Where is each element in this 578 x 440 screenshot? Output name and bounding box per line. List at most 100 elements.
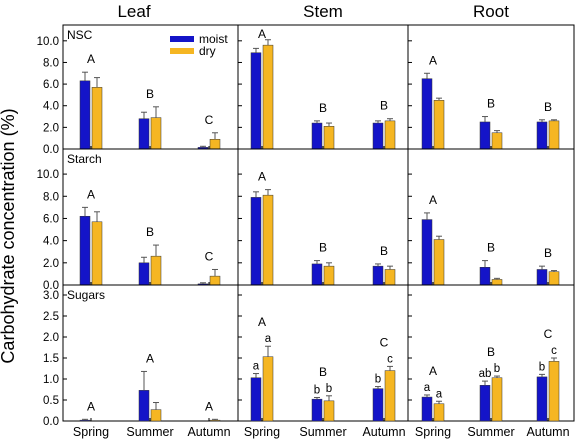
bar-stem-sugars-dry-autumn [384, 370, 396, 422]
bar-letter-stem-sugars-dry-2: c [387, 353, 393, 365]
bar-leaf-sugars-moist-summer [138, 390, 150, 422]
bar-root-sugars-dry-autumn [548, 361, 560, 422]
group-letter-stem-starch-1: B [319, 241, 327, 255]
bar-letter-root-sugars-dry-2: c [551, 345, 557, 357]
panel-stem-nsc: A B B [237, 24, 409, 150]
bar-letter-stem-sugars-dry-1: b [326, 383, 332, 395]
y-tick-label-leaf-starch-0: 0.0 [43, 280, 59, 292]
bar-leaf-starch-moist-spring [79, 215, 91, 286]
x-label-leaf-spring: Spring [73, 425, 109, 439]
group-letter-leaf-sugars-2: A [205, 399, 213, 413]
group-letter-stem-nsc-2: B [380, 99, 388, 113]
bar-stem-starch-dry-autumn [384, 269, 396, 286]
group-letter-root-starch-0: A [429, 193, 437, 207]
group-letter-stem-starch-2: B [380, 244, 388, 258]
row-label-sugars: Sugars [67, 288, 105, 302]
y-tick-label-leaf-sugars-5: 2.5 [43, 311, 59, 323]
panel-frame-root-starch [407, 148, 575, 286]
bar-stem-nsc-dry-autumn [384, 120, 396, 150]
bar-stem-nsc-moist-autumn [372, 122, 384, 150]
column-title-leaf: Leaf [117, 2, 150, 21]
panel-root-nsc: A B B [407, 24, 575, 150]
y-tick-label-leaf-nsc-1: 2.0 [43, 122, 59, 134]
bar-letter-stem-sugars-dry-0: a [265, 333, 272, 345]
bar-letter-root-sugars-moist-2: b [539, 361, 545, 373]
bar-stem-sugars-moist-summer [311, 398, 323, 422]
bar-leaf-starch-dry-autumn [209, 275, 221, 286]
bar-stem-starch-moist-summer [311, 263, 323, 286]
bar-leaf-nsc-dry-summer [150, 117, 162, 150]
y-tick-label-leaf-sugars-0: 0.0 [43, 416, 59, 428]
y-tick-label-leaf-nsc-5: 10.0 [37, 36, 59, 48]
panel-root-starch: A B B [407, 148, 575, 286]
bar-letter-root-sugars-moist-1: ab [479, 368, 492, 380]
x-label-leaf-autumn: Autumn [187, 425, 230, 439]
bar-leaf-sugars-moist-spring [79, 419, 91, 422]
bar-stem-sugars-moist-autumn [372, 388, 384, 422]
panel-stem-starch: A B B [237, 148, 409, 286]
bar-root-nsc-dry-spring [433, 100, 445, 150]
group-letter-leaf-sugars-1: A [146, 351, 154, 365]
group-letter-leaf-nsc-2: C [205, 113, 214, 127]
bar-stem-sugars-dry-spring [262, 356, 274, 422]
group-letter-root-sugars-2: C [544, 327, 553, 341]
bar-root-starch-dry-summer [491, 279, 503, 286]
row-label-starch: Starch [67, 152, 102, 166]
x-label-stem-summer: Summer [299, 425, 346, 439]
bar-stem-nsc-dry-summer [323, 126, 335, 150]
bar-leaf-starch-dry-summer [150, 255, 162, 286]
bar-leaf-nsc-moist-summer [138, 118, 150, 150]
bar-letter-stem-sugars-moist-0: a [253, 361, 260, 373]
bar-leaf-nsc-dry-spring [91, 87, 103, 150]
bar-root-nsc-dry-summer [491, 132, 503, 150]
y-tick-label-leaf-sugars-6: 3.0 [43, 290, 59, 302]
bar-root-starch-moist-autumn [536, 269, 548, 286]
panel-leaf-nsc: 0.0 2.0 4.0 6.0 8.0 10.0 NSC A B C [37, 24, 239, 156]
y-tick-label-leaf-starch-5: 10.0 [37, 169, 59, 181]
bar-root-sugars-dry-summer [491, 377, 503, 422]
y-tick-label-leaf-nsc-0: 0.0 [43, 144, 59, 156]
y-tick-label-leaf-sugars-3: 1.5 [43, 353, 59, 365]
group-letter-stem-sugars-0: A [258, 315, 266, 329]
x-label-root-autumn: Autumn [526, 425, 569, 439]
y-axis-label: Carbohydrate concentration (%) [0, 108, 18, 363]
group-letter-leaf-nsc-1: B [146, 87, 154, 101]
bar-stem-nsc-dry-spring [262, 44, 274, 150]
y-tick-label-leaf-nsc-3: 6.0 [43, 79, 59, 91]
x-label-root-summer: Summer [467, 425, 514, 439]
group-letter-root-nsc-1: B [487, 97, 495, 111]
bar-root-sugars-moist-spring [421, 396, 433, 422]
bar-stem-starch-moist-autumn [372, 265, 384, 286]
bar-leaf-nsc-dry-autumn [209, 139, 221, 150]
x-label-stem-autumn: Autumn [362, 425, 405, 439]
bar-stem-starch-dry-spring [262, 194, 274, 286]
x-label-stem-spring: Spring [244, 425, 280, 439]
group-letter-stem-nsc-1: B [319, 101, 327, 115]
group-letter-root-starch-1: B [487, 241, 495, 255]
bar-letter-stem-sugars-moist-2: b [375, 374, 381, 386]
group-letter-stem-sugars-2: C [380, 335, 389, 349]
group-letter-leaf-starch-1: B [146, 225, 154, 239]
group-letter-root-sugars-1: B [487, 345, 495, 359]
bar-root-starch-dry-autumn [548, 271, 560, 286]
group-letter-root-nsc-2: B [544, 100, 552, 114]
group-letter-stem-sugars-1: B [319, 365, 327, 379]
bar-root-starch-moist-spring [421, 219, 433, 286]
panel-leaf-sugars: 0.0 0.5 1.0 1.5 2.0 2.5 3.0 Sugars A A A [43, 284, 239, 428]
bar-letter-root-sugars-dry-1: b [494, 363, 500, 375]
row-label-nsc: NSC [67, 28, 93, 42]
group-letter-leaf-sugars-0: A [87, 399, 95, 413]
bar-stem-sugars-moist-spring [250, 377, 262, 422]
group-letter-stem-starch-0: A [258, 170, 266, 184]
group-letter-leaf-starch-2: C [205, 249, 214, 263]
group-letter-leaf-starch-0: A [87, 187, 95, 201]
bar-stem-nsc-moist-summer [311, 122, 323, 150]
bar-root-starch-dry-spring [433, 239, 445, 286]
bar-letter-root-sugars-moist-0: a [424, 382, 431, 394]
bar-leaf-nsc-moist-spring [79, 80, 91, 150]
bar-root-sugars-moist-summer [479, 385, 491, 422]
y-tick-label-leaf-sugars-2: 1.0 [43, 374, 59, 386]
group-letter-root-starch-2: B [544, 246, 552, 260]
